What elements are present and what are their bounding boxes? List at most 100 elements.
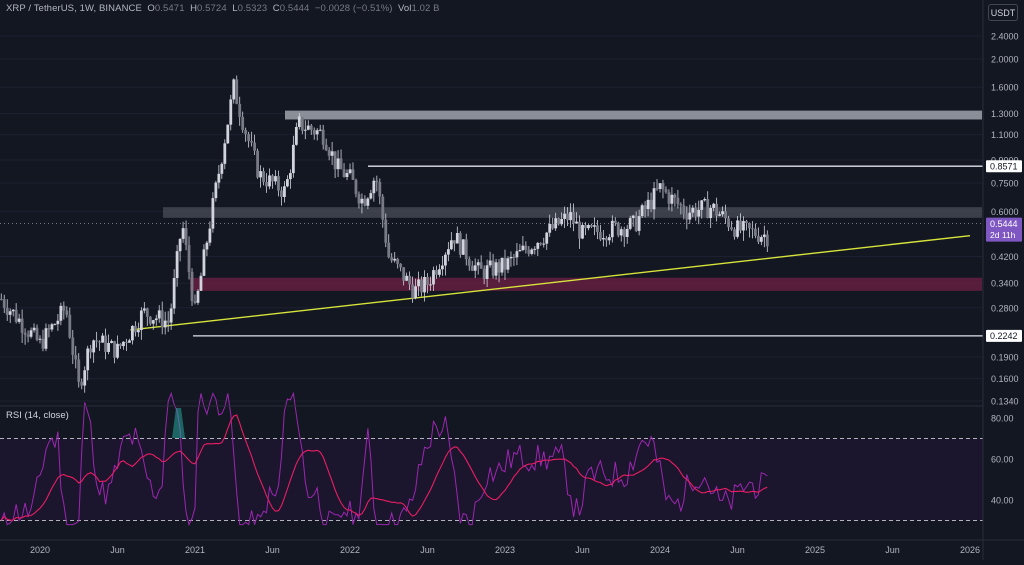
time-tick-label: 2025: [805, 545, 825, 555]
price-tick-label: 0.1900: [991, 352, 1019, 362]
candle: [724, 204, 727, 224]
candle: [154, 314, 158, 326]
candle: [59, 302, 63, 326]
low-value: 0.5323: [237, 3, 268, 14]
price-tick-label: 0.4200: [991, 252, 1019, 262]
candle: [220, 162, 224, 179]
candle: [518, 244, 522, 252]
trendline[interactable]: [130, 234, 971, 331]
currency-button[interactable]: USDT: [988, 4, 1018, 21]
candle: [408, 271, 412, 290]
candle: [455, 226, 459, 244]
time-axis[interactable]: 2020 Jun 2021 Jun 2022 Jun 2023 Jun 2024 Jun 2025 J…: [30, 545, 980, 555]
candle: [74, 345, 78, 369]
candle: [402, 267, 406, 286]
candle: [733, 227, 736, 240]
candle: [47, 324, 51, 338]
candle: [417, 271, 420, 297]
candle: [762, 225, 766, 248]
candle: [610, 215, 614, 243]
candle: [748, 222, 751, 238]
candle: [533, 246, 537, 255]
candle: [56, 314, 60, 331]
candle: [348, 163, 352, 175]
candle: [530, 247, 534, 256]
candle: [646, 192, 650, 217]
candle: [232, 78, 236, 104]
candle: [95, 331, 99, 348]
candle: [98, 340, 102, 351]
candle: [443, 252, 447, 276]
candle: [715, 197, 719, 222]
resistance-zone: [285, 110, 982, 120]
candle: [131, 325, 134, 345]
candle: [536, 241, 540, 257]
candle: [497, 259, 501, 283]
candle: [658, 182, 662, 193]
candle: [566, 207, 569, 227]
candle: [542, 237, 546, 248]
candle: [405, 272, 409, 282]
candle: [759, 235, 763, 246]
candle: [503, 249, 507, 281]
candle: [26, 330, 30, 343]
candle: [142, 302, 146, 314]
candle: [458, 231, 462, 258]
candle: [601, 230, 605, 247]
candle: [631, 214, 635, 227]
candle: [390, 253, 394, 263]
rsi-axis[interactable]: 80.00 60.00 40.00: [991, 414, 1014, 506]
candle: [256, 148, 259, 179]
candle: [360, 193, 364, 214]
candle: [476, 259, 480, 275]
symbol-title[interactable]: XRP / TetherUS, 1W, BINANCE: [6, 3, 142, 14]
candle: [461, 239, 465, 256]
candle: [637, 209, 641, 236]
candle: [223, 139, 227, 170]
candle: [226, 124, 230, 144]
time-tick-label: 2021: [185, 545, 205, 555]
candle: [649, 192, 653, 213]
candle: [679, 202, 683, 215]
candle: [169, 303, 173, 330]
candle: [500, 257, 504, 276]
symbol-header: XRP / TetherUS, 1W, BINANCE O0.5471 H0.5…: [6, 3, 440, 14]
candle: [435, 265, 438, 279]
candle: [441, 255, 444, 276]
candle: [157, 305, 161, 323]
candle: [241, 111, 245, 133]
candle: [560, 212, 564, 227]
candle: [315, 128, 319, 141]
candle: [411, 276, 414, 303]
candle: [139, 307, 143, 340]
candle: [569, 203, 572, 228]
candle: [485, 259, 489, 287]
candle: [38, 335, 42, 344]
candle: [607, 234, 611, 245]
candle: [202, 244, 206, 277]
candle: [199, 272, 203, 292]
candle: [238, 96, 242, 126]
candle: [494, 258, 498, 280]
candle: [545, 231, 549, 250]
candle: [426, 273, 429, 294]
candle: [479, 255, 483, 269]
price-tick-label: 1.1000: [991, 130, 1019, 140]
candle: [563, 206, 567, 229]
candle: [196, 289, 200, 305]
candle: [718, 211, 722, 217]
candle: [107, 334, 110, 355]
rsi-overbought-fill: [172, 408, 185, 438]
candle: [116, 335, 119, 360]
candle: [521, 236, 525, 252]
time-tick-label: Jun: [110, 545, 125, 555]
candle: [125, 338, 128, 352]
candle: [414, 278, 417, 300]
candle: [524, 241, 528, 254]
candle: [181, 221, 185, 243]
candle: [262, 167, 265, 186]
candle: [661, 179, 665, 199]
rsi-title[interactable]: RSI (14, close): [6, 410, 69, 421]
